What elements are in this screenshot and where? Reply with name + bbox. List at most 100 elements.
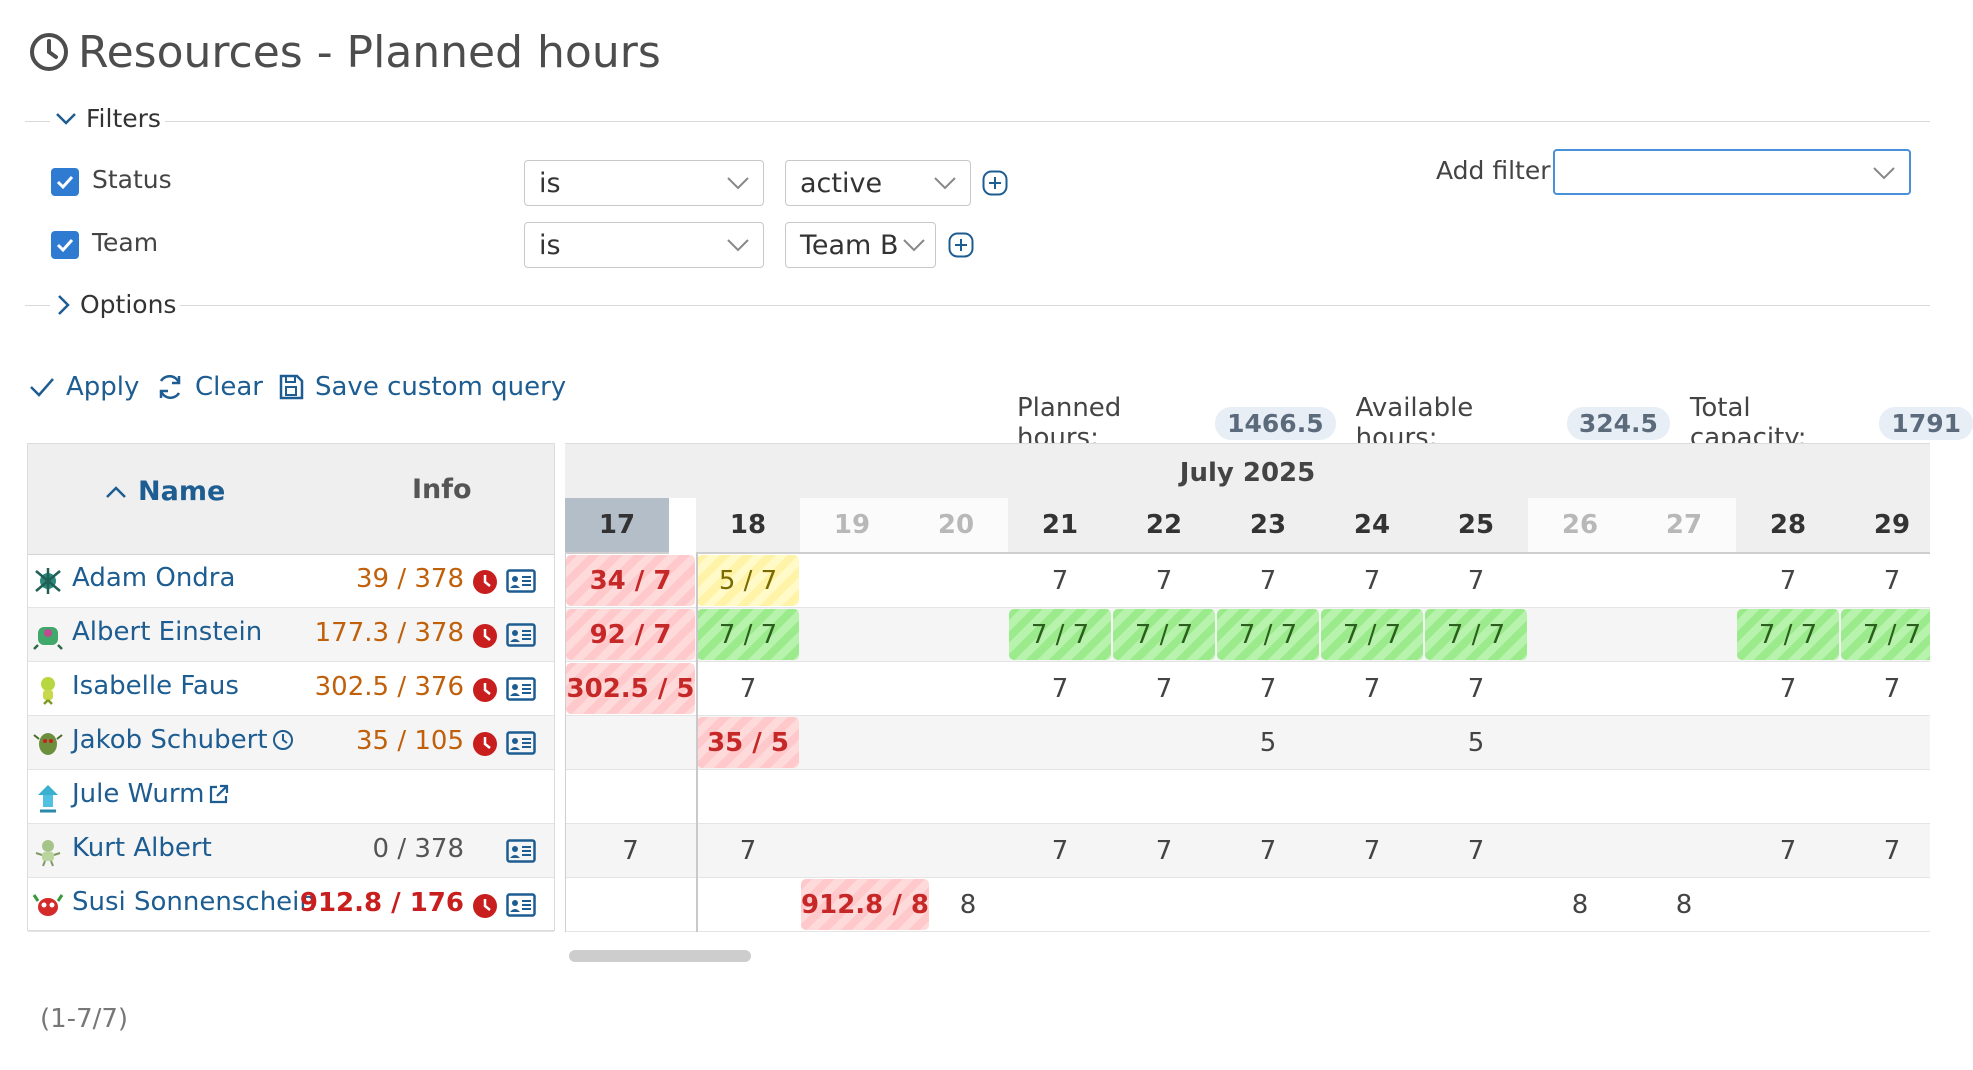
grid-cell[interactable]: 7: [1259, 835, 1277, 866]
grid-cell[interactable]: 7: [1051, 565, 1069, 596]
person-name-link[interactable]: Kurt Albert: [72, 833, 212, 863]
grid-cell[interactable]: 7: [1883, 835, 1901, 866]
grid-cell[interactable]: 5: [1259, 727, 1277, 758]
check-icon: [56, 175, 74, 190]
grid-cell[interactable]: 7: [1363, 673, 1381, 704]
table-row: Albert Einstein 177.3 / 378: [28, 608, 554, 662]
grid-cell[interactable]: 7: [739, 835, 757, 866]
team-value-select[interactable]: Team B: [785, 222, 936, 268]
id-card-icon[interactable]: [506, 623, 536, 647]
grid-left-border: [565, 554, 566, 932]
grid-cell[interactable]: 7: [1883, 673, 1901, 704]
grid-cell[interactable]: 7: [739, 673, 757, 704]
chevron-up-icon: [106, 485, 126, 498]
team-filter-label: Team: [92, 228, 159, 257]
grid-cell[interactable]: 92 / 7: [566, 609, 695, 660]
filters-toggle[interactable]: Filters: [50, 104, 165, 133]
person-info-value: 912.8 / 176: [299, 888, 464, 918]
team-filter-checkbox[interactable]: [51, 231, 79, 259]
status-value-select[interactable]: active: [785, 160, 971, 206]
status-filter-checkbox[interactable]: [51, 168, 79, 196]
status-operator-select[interactable]: is: [524, 160, 764, 206]
chevron-down-icon: [903, 239, 925, 252]
add-filter-select[interactable]: [1553, 149, 1911, 195]
grid-cell[interactable]: 7 / 7: [697, 609, 799, 660]
grid-cell[interactable]: 7: [1051, 835, 1069, 866]
grid-cell[interactable]: 7: [1363, 565, 1381, 596]
grid-cell[interactable]: 35 / 5: [697, 717, 799, 768]
filters-divider: [25, 121, 1930, 122]
table-row: Jule Wurm: [28, 770, 554, 824]
grid-cell[interactable]: 7: [1259, 565, 1277, 596]
id-card-icon[interactable]: [506, 677, 536, 701]
options-toggle[interactable]: Options: [50, 290, 181, 319]
add-value-team-icon[interactable]: [948, 232, 974, 258]
id-card-icon[interactable]: [506, 893, 536, 917]
day-header: 20: [904, 498, 1008, 554]
clear-button[interactable]: Clear: [155, 372, 263, 402]
grid-cell[interactable]: 5 / 7: [697, 555, 799, 606]
grid-cell[interactable]: 7 / 7: [1425, 609, 1527, 660]
grid-cell[interactable]: 7: [1883, 565, 1901, 596]
options-legend: Options: [80, 290, 177, 319]
grid-cell[interactable]: 7: [1155, 835, 1173, 866]
avatar: [33, 733, 63, 755]
grid-cell[interactable]: 7: [1467, 835, 1485, 866]
refresh-icon: [159, 374, 181, 400]
planned-hours-badge: 1466.5: [1215, 406, 1336, 440]
person-name-link[interactable]: Albert Einstein: [72, 617, 263, 647]
grid-cell[interactable]: 7: [622, 835, 639, 866]
name-column-header[interactable]: Name: [104, 476, 225, 507]
grid-cell[interactable]: 7: [1363, 835, 1381, 866]
status-value: active: [800, 167, 883, 199]
grid-cell[interactable]: 7: [1467, 565, 1485, 596]
apply-button[interactable]: Apply: [28, 372, 139, 402]
grid-cell[interactable]: 7: [1155, 565, 1173, 596]
grid-cell[interactable]: 7: [1155, 673, 1173, 704]
day-header: 23: [1216, 498, 1320, 554]
grid-cell[interactable]: 8: [959, 889, 977, 920]
person-name-link[interactable]: Adam Ondra: [72, 563, 236, 593]
grid-cell[interactable]: 7: [1779, 673, 1797, 704]
grid-cell[interactable]: 5: [1467, 727, 1485, 758]
person-name-link[interactable]: Susi Sonnenschein: [72, 887, 316, 917]
add-value-status-icon[interactable]: [982, 170, 1008, 196]
grid-cell[interactable]: 7 / 7: [1841, 609, 1930, 660]
grid-cell[interactable]: 7: [1779, 565, 1797, 596]
resources-table-header: Name Info: [28, 444, 554, 555]
person-name-link[interactable]: Jule Wurm: [72, 779, 230, 809]
person-name-text: Jule Wurm: [72, 779, 205, 809]
grid-cell[interactable]: 8: [1675, 889, 1693, 920]
total-capacity-badge: 1791: [1879, 406, 1973, 440]
horizontal-scrollbar[interactable]: [569, 950, 751, 962]
grid-cell[interactable]: 7: [1051, 673, 1069, 704]
grid-cell[interactable]: 302.5 / 5: [566, 663, 695, 714]
team-operator-select[interactable]: is: [524, 222, 764, 268]
grid-cell[interactable]: 912.8 / 8: [801, 879, 929, 930]
grid-cell[interactable]: 7: [1467, 673, 1485, 704]
table-row: Adam Ondra 39 / 378: [28, 554, 554, 608]
grid-cell[interactable]: 7 / 7: [1217, 609, 1319, 660]
grid-cell[interactable]: 8: [1571, 889, 1589, 920]
day-header: 25: [1424, 498, 1528, 554]
grid-cell[interactable]: 7 / 7: [1113, 609, 1215, 660]
day-header: 27: [1632, 498, 1736, 554]
grid-cell[interactable]: 34 / 7: [566, 555, 695, 606]
grid-row: 912.8 / 8 8 8 8: [565, 878, 1930, 932]
id-card-icon[interactable]: [506, 569, 536, 593]
status-operator-value: is: [539, 167, 561, 199]
day-header: 28: [1736, 498, 1840, 554]
save-query-button[interactable]: Save custom query: [277, 372, 566, 402]
grid-cell[interactable]: 7: [1259, 673, 1277, 704]
person-name-link[interactable]: Jakob Schubert: [72, 725, 294, 755]
day-header: 24: [1320, 498, 1424, 554]
grid-cell[interactable]: 7 / 7: [1737, 609, 1839, 660]
grid-cell[interactable]: 7: [1779, 835, 1797, 866]
id-card-icon[interactable]: [506, 731, 536, 755]
grid-cell[interactable]: 7 / 7: [1009, 609, 1111, 660]
page-title: Resources - Planned hours: [28, 22, 661, 82]
grid-cell[interactable]: 7 / 7: [1321, 609, 1423, 660]
table-row: Kurt Albert 0 / 378: [28, 824, 554, 878]
id-card-icon[interactable]: [506, 839, 536, 863]
person-name-link[interactable]: Isabelle Faus: [72, 671, 239, 701]
